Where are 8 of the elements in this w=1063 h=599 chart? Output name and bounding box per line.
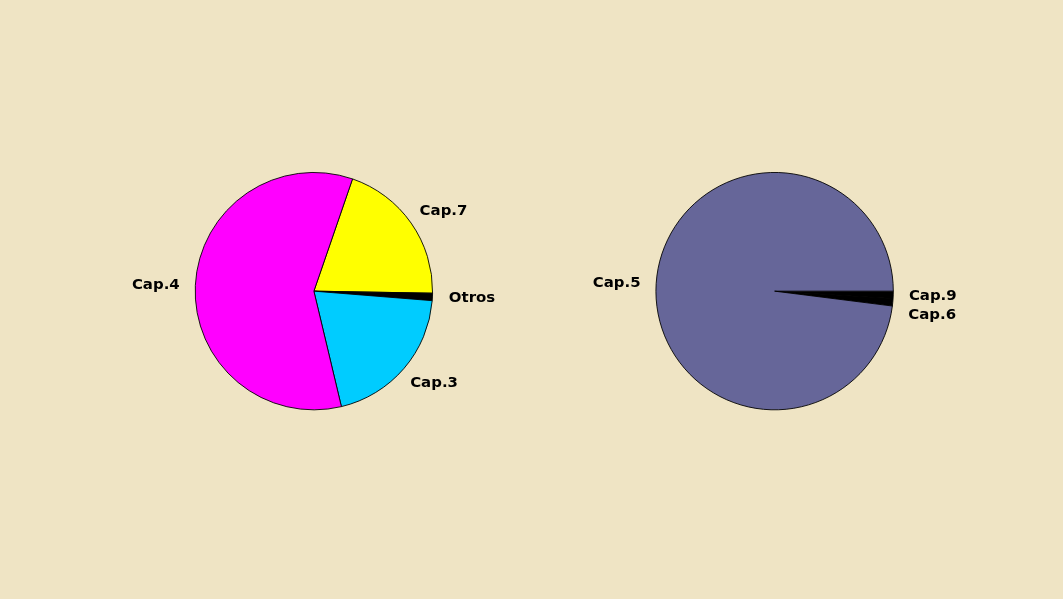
slice-label: Cap.5 (592, 272, 641, 291)
pie-slice (655, 172, 894, 411)
slice-label: Cap.6 (908, 305, 957, 324)
slice-label: Cap.3 (410, 373, 458, 392)
slice-label: Cap.9 (908, 285, 957, 304)
slice-label: Otros (448, 288, 496, 307)
slice-label: Cap.7 (419, 200, 468, 219)
slice-label: Cap.4 (131, 274, 180, 293)
